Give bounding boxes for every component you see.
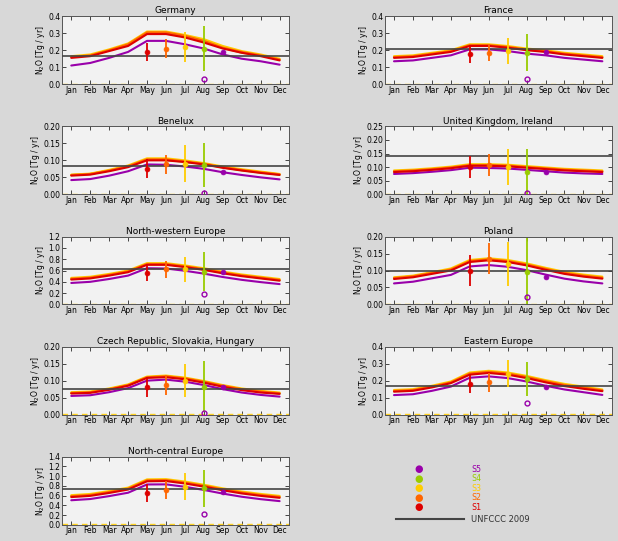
Text: ●: ● <box>415 492 423 503</box>
Title: North-western Europe: North-western Europe <box>125 227 225 236</box>
Text: ●: ● <box>415 464 423 474</box>
Y-axis label: N$_2$O [Tg / yr]: N$_2$O [Tg / yr] <box>357 25 370 75</box>
Title: Eastern Europe: Eastern Europe <box>464 337 533 346</box>
Text: S3: S3 <box>471 484 481 492</box>
Text: UNFCCC 2009: UNFCCC 2009 <box>471 515 530 524</box>
Text: S1: S1 <box>471 503 481 512</box>
Y-axis label: N$_2$O [Tg / yr]: N$_2$O [Tg / yr] <box>352 246 365 295</box>
Title: United Kingdom, Ireland: United Kingdom, Ireland <box>443 117 553 126</box>
Title: France: France <box>483 6 513 16</box>
Text: S5: S5 <box>471 465 481 473</box>
Y-axis label: N$_2$O [Tg / yr]: N$_2$O [Tg / yr] <box>352 135 365 185</box>
Text: ●: ● <box>415 502 423 512</box>
Title: Poland: Poland <box>483 227 513 236</box>
Text: S4: S4 <box>471 474 481 483</box>
Title: North-central Europe: North-central Europe <box>128 447 223 456</box>
Title: Benelux: Benelux <box>157 117 194 126</box>
Text: ●: ● <box>415 483 423 493</box>
Text: S2: S2 <box>471 493 481 502</box>
Title: Germany: Germany <box>154 6 197 16</box>
Y-axis label: N$_2$O [Tg / yr]: N$_2$O [Tg / yr] <box>29 135 42 185</box>
Y-axis label: N$_2$O [Tg / yr]: N$_2$O [Tg / yr] <box>29 356 42 406</box>
Y-axis label: N$_2$O [Tg / yr]: N$_2$O [Tg / yr] <box>34 246 47 295</box>
Title: Czech Republic, Slovakia, Hungary: Czech Republic, Slovakia, Hungary <box>97 337 254 346</box>
Y-axis label: N$_2$O [Tg / yr]: N$_2$O [Tg / yr] <box>34 466 47 516</box>
Text: ●: ● <box>415 473 423 484</box>
Y-axis label: N$_2$O [Tg / yr]: N$_2$O [Tg / yr] <box>357 356 370 406</box>
Y-axis label: N$_2$O [Tg / yr]: N$_2$O [Tg / yr] <box>34 25 47 75</box>
